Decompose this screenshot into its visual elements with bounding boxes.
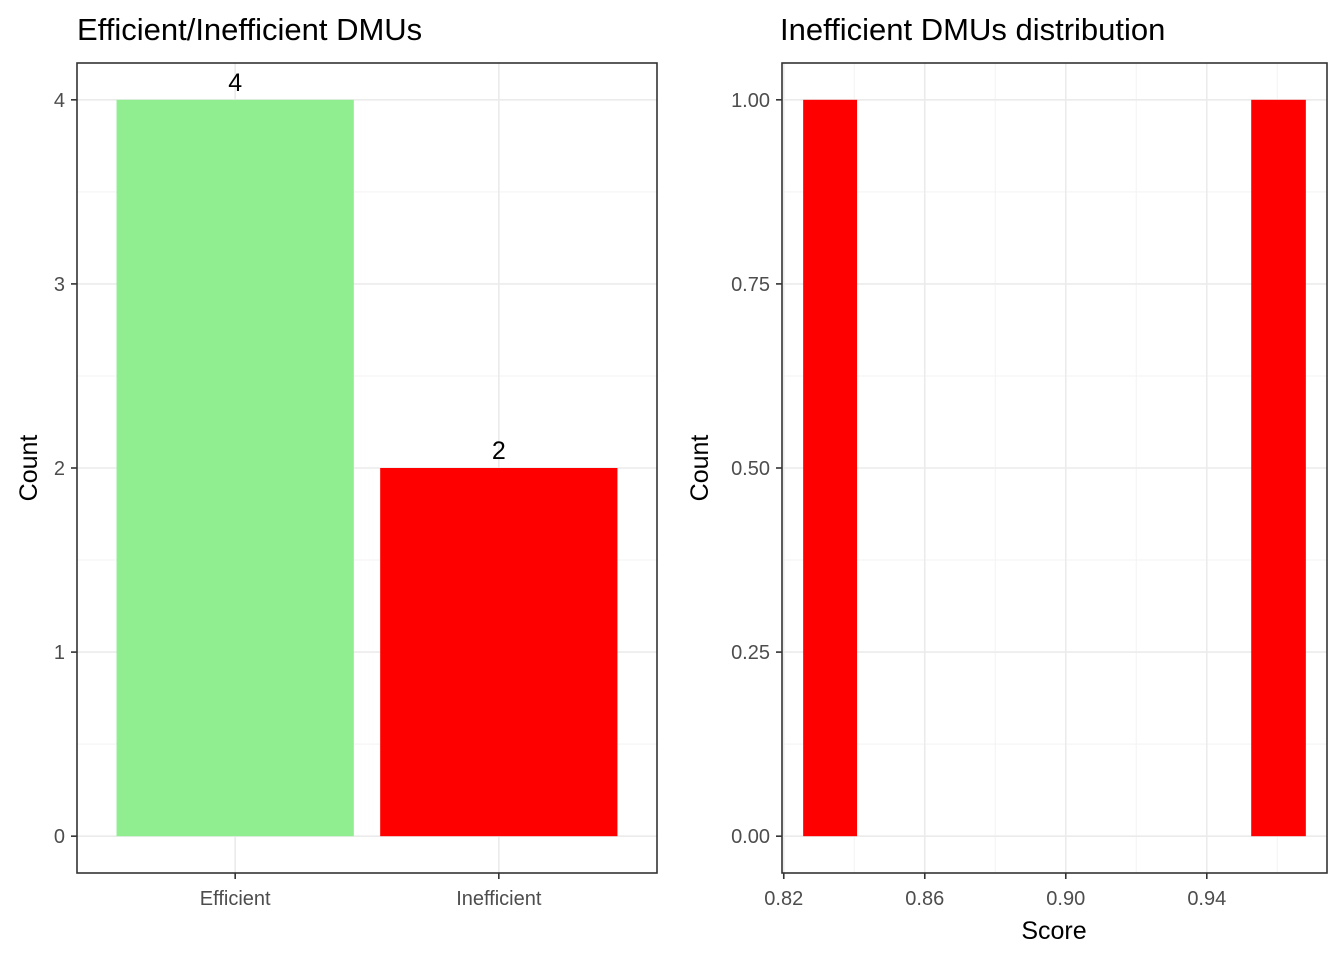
x-tick-label: 0.94 [1187,888,1226,910]
x-axis-title: Score [1021,917,1086,945]
bars [116,99,618,837]
y-tick-label: 1 [54,642,65,664]
y-tick-label: 1.00 [731,90,770,112]
y-tick-label: 4 [54,90,65,112]
chart-title: Inefficient DMUs distribution [780,12,1165,47]
y-tick-label: 0.75 [731,274,770,296]
score-distribution-chart: Inefficient DMUs distribution 0.000.250.… [686,12,1328,945]
y-tick-label: 0.00 [731,826,770,848]
bar-inefficient [380,468,618,837]
y-tick-label: 0.50 [731,458,770,480]
histogram-bar [1251,99,1306,837]
data-label: 4 [228,69,242,97]
x-axis-ticks: 0.82 0.86 0.90 0.94 [764,873,1226,910]
x-tick-label: 0.82 [764,888,803,910]
data-label: 2 [492,437,506,465]
x-tick-label: 0.90 [1046,888,1085,910]
y-axis-ticks: 0.00 0.25 0.50 0.75 1.00 [731,90,782,848]
y-tick-label: 3 [54,274,65,296]
y-tick-label: 0 [54,826,65,848]
y-tick-label: 0.25 [731,642,770,664]
y-axis-ticks: 0 1 2 3 4 [54,90,77,848]
gridlines [782,63,1327,873]
x-tick-label: Inefficient [456,888,542,910]
histogram-bar [803,99,858,837]
y-axis-title: Count [686,435,714,502]
x-tick-label: 0.86 [905,888,944,910]
y-tick-label: 2 [54,458,65,480]
y-axis-title: Count [15,435,43,502]
x-tick-label: Efficient [200,888,271,910]
x-axis-ticks: Efficient Inefficient [200,873,542,910]
data-labels: 42 [228,69,506,465]
bar-efficient [116,99,354,837]
chart-title: Efficient/Inefficient DMUs [77,12,422,47]
bars [803,99,1306,837]
